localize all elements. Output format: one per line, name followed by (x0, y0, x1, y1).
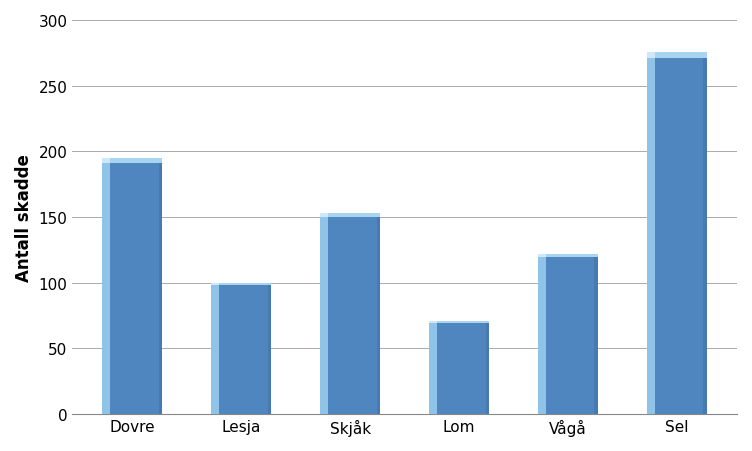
Y-axis label: Antall skadde: Antall skadde (15, 154, 33, 281)
